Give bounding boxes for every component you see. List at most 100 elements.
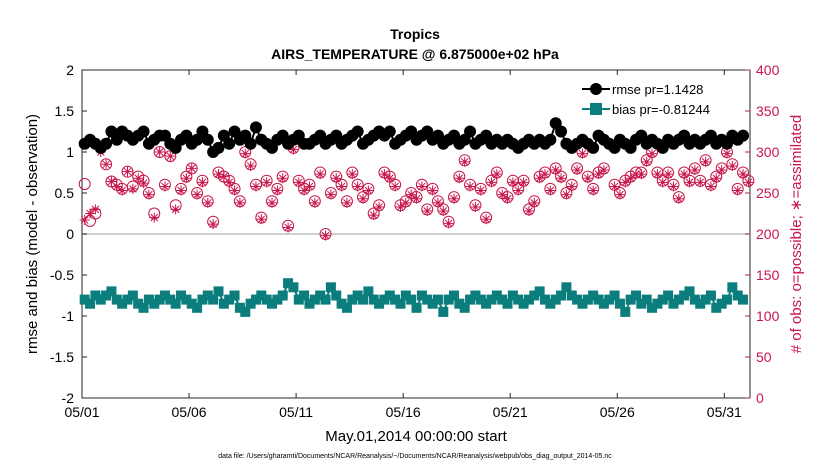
- bias-marker: [470, 290, 481, 301]
- bias-marker: [390, 294, 401, 305]
- assimilated-marker: [620, 177, 631, 188]
- bias-marker: [657, 294, 668, 305]
- x-tick-label: 05/26: [600, 404, 635, 420]
- assimilated-marker: [743, 177, 754, 188]
- assimilated-marker: [732, 185, 743, 196]
- possible-marker: [153, 146, 166, 158]
- bias-marker: [309, 294, 320, 305]
- assimilated-marker: [208, 219, 219, 230]
- bias-marker: [79, 294, 90, 305]
- assimilated-marker: [341, 197, 352, 208]
- y-right-tick-label: 250: [756, 185, 780, 201]
- bias-marker: [497, 294, 508, 305]
- x-tick-label: 05/31: [707, 404, 742, 420]
- assimilated-marker: [111, 181, 122, 192]
- bias-marker: [438, 306, 449, 317]
- chart-title: Tropics: [390, 26, 440, 42]
- bias-marker: [170, 298, 181, 309]
- assimilated-marker: [609, 181, 620, 192]
- y-right-tick-label: 300: [756, 144, 780, 160]
- assimilated-marker: [256, 214, 267, 225]
- assimilated-marker: [229, 185, 240, 196]
- assimilated-marker: [315, 169, 326, 180]
- bias-marker: [320, 294, 331, 305]
- bias-marker: [159, 290, 170, 301]
- assimilated-marker: [240, 148, 251, 159]
- bias-marker: [234, 302, 245, 313]
- chart-subtitle: AIRS_TEMPERATURE @ 6.875000e+02 hPa: [271, 46, 559, 62]
- bias-marker: [154, 294, 165, 305]
- bias-marker: [604, 294, 615, 305]
- y-left-tick-label: 0.5: [55, 185, 75, 201]
- bias-marker: [647, 302, 658, 313]
- assimilated-marker: [663, 169, 674, 180]
- assimilated-marker: [400, 197, 411, 208]
- assimilated-marker: [368, 210, 379, 221]
- bias-marker: [95, 294, 106, 305]
- y-left-tick-label: 1: [66, 144, 74, 160]
- bias-marker: [293, 294, 304, 305]
- assimilated-marker: [411, 193, 422, 204]
- assimilated-marker: [449, 193, 460, 204]
- assimilated-marker: [481, 214, 492, 225]
- x-tick-label: 05/21: [493, 404, 528, 420]
- bias-marker: [250, 294, 261, 305]
- assimilated-marker: [507, 177, 518, 188]
- assimilated-marker: [513, 185, 524, 196]
- bias-marker: [641, 294, 652, 305]
- y-left-tick-label: 1.5: [55, 103, 75, 119]
- bias-marker: [90, 290, 101, 301]
- bias-marker: [459, 302, 470, 313]
- assimilated-marker: [572, 165, 583, 176]
- assimilated-marker: [224, 177, 235, 188]
- bias-marker: [299, 290, 310, 301]
- rmse-marker: [544, 133, 557, 146]
- bias-marker: [127, 290, 138, 301]
- assimilated-marker: [534, 173, 545, 184]
- assimilated-marker: [673, 193, 684, 204]
- bias-marker: [192, 302, 203, 313]
- assimilated-marker: [695, 177, 706, 188]
- bias-marker: [566, 290, 577, 301]
- bias-marker: [513, 294, 524, 305]
- possible-marker: [100, 158, 113, 171]
- assimilated-marker: [106, 176, 117, 187]
- y-right-axis-label: # of obs: o=possible; ∗=assimilated: [788, 115, 805, 354]
- bias-marker: [620, 306, 631, 317]
- bias-marker: [668, 298, 679, 309]
- assimilated-marker: [143, 189, 154, 200]
- assimilated-marker: [454, 173, 465, 184]
- bias-marker: [267, 298, 278, 309]
- bias-marker: [186, 298, 197, 309]
- assimilated-marker: [245, 160, 256, 171]
- y-left-tick-label: -1.5: [50, 349, 74, 365]
- assimilated-marker: [556, 173, 567, 184]
- assimilated-marker: [550, 165, 561, 176]
- y-right-tick-label: 100: [756, 308, 780, 324]
- bias-marker: [218, 298, 229, 309]
- series-bias: [79, 278, 749, 317]
- bias-marker: [213, 286, 224, 297]
- assimilated-marker: [261, 177, 272, 188]
- assimilated-marker: [432, 197, 443, 208]
- bias-marker: [197, 294, 208, 305]
- rmse-marker: [555, 125, 568, 138]
- assimilated-marker: [711, 173, 722, 184]
- bias-marker: [518, 298, 529, 309]
- bias-marker: [400, 290, 411, 301]
- y-left-axis-label: rmse and bias (model - observation): [24, 114, 41, 354]
- bias-marker: [630, 290, 641, 301]
- assimilated-marker: [636, 169, 647, 180]
- assimilated-marker: [566, 181, 577, 192]
- assimilated-marker: [497, 189, 508, 200]
- assimilated-marker: [85, 208, 96, 219]
- bias-marker: [133, 298, 144, 309]
- assimilated-marker: [181, 173, 192, 184]
- rmse-marker: [383, 125, 396, 138]
- bias-marker: [395, 298, 406, 309]
- bias-marker: [427, 298, 438, 309]
- assimilated-marker: [176, 185, 187, 196]
- bias-marker: [229, 290, 240, 301]
- assimilated-marker: [133, 173, 144, 184]
- bias-marker: [684, 286, 695, 297]
